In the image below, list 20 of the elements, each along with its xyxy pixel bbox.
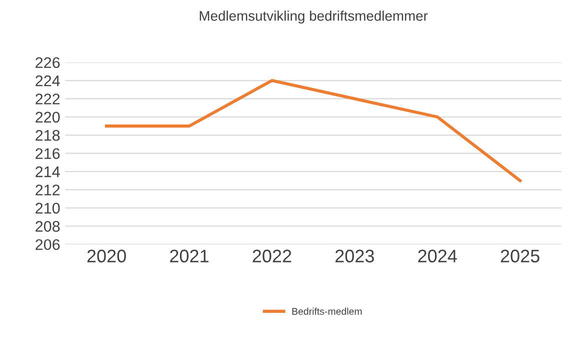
x-tick-label: 2025 bbox=[500, 250, 540, 262]
y-tick-label: 206 bbox=[36, 239, 60, 250]
x-tick-label: 2020 bbox=[87, 250, 126, 262]
y-tick-label: 220 bbox=[36, 112, 60, 123]
chart-title: Medlemsutvikling bedriftsmedlemmer bbox=[200, 10, 428, 24]
y-tick-label: 222 bbox=[36, 94, 60, 104]
y-tick-label: 210 bbox=[36, 202, 60, 214]
y-tick-label: 212 bbox=[36, 184, 60, 196]
legend-label: Bedrifts-medlem bbox=[292, 308, 362, 315]
line-series bbox=[105, 79, 522, 182]
x-tick-label: 2024 bbox=[418, 250, 457, 262]
y-tick-label: 218 bbox=[36, 130, 60, 141]
y-tick-label: 208 bbox=[36, 220, 60, 232]
y-tick-label: 226 bbox=[36, 57, 60, 68]
x-tick-label: 2022 bbox=[252, 250, 292, 262]
y-tick-label: 216 bbox=[36, 148, 60, 160]
y-tick-label: 224 bbox=[36, 75, 60, 86]
y-tick-label: 214 bbox=[36, 166, 60, 178]
x-tick-label: 2023 bbox=[335, 250, 374, 262]
x-tick-label: 2021 bbox=[170, 250, 208, 262]
